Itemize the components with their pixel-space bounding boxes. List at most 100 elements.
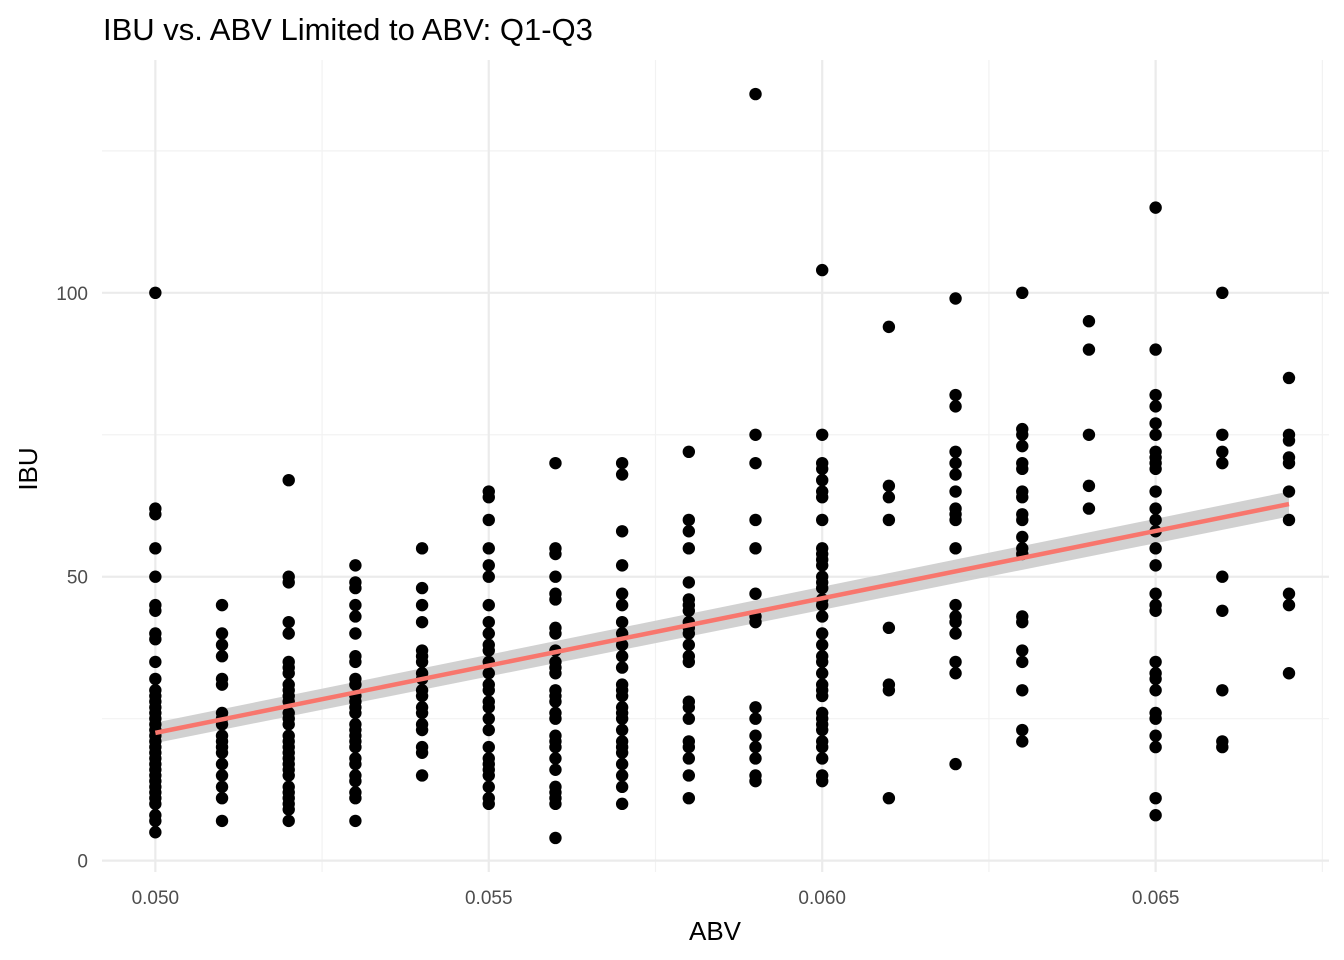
data-point-48 (215, 757, 229, 771)
data-point-140 (482, 684, 495, 697)
data-point-283 (882, 684, 896, 697)
data-point-57 (282, 627, 295, 640)
data-point-349 (1149, 672, 1162, 686)
data-point-365 (1216, 740, 1229, 754)
data-point-201 (615, 757, 629, 771)
data-point-114 (415, 655, 429, 669)
data-point-8 (149, 632, 162, 646)
data-point-260 (815, 627, 829, 640)
data-point-368 (1282, 434, 1296, 447)
data-point-109 (415, 581, 429, 595)
data-point-339 (1149, 502, 1162, 515)
data-point-158 (549, 593, 562, 606)
data-point-328 (1149, 201, 1162, 214)
data-point-310 (1016, 491, 1029, 504)
data-point-56 (282, 615, 295, 629)
data-point-67 (282, 718, 295, 731)
data-point-288 (949, 445, 962, 459)
data-point-120 (415, 706, 429, 720)
data-point-102 (349, 757, 362, 771)
data-point-306 (1016, 439, 1029, 453)
data-point-362 (1216, 604, 1229, 617)
data-point-321 (1016, 723, 1029, 737)
data-point-212 (682, 604, 696, 617)
data-point-189 (615, 650, 629, 663)
data-point-249 (815, 513, 829, 527)
data-point-36 (215, 627, 229, 640)
data-point-60 (282, 667, 295, 680)
x-tick-label-1: 0.055 (465, 888, 513, 909)
data-point-248 (815, 491, 829, 504)
data-point-350 (1149, 684, 1162, 697)
data-point-167 (549, 695, 562, 708)
data-point-308 (1016, 462, 1029, 476)
data-point-152 (482, 797, 495, 811)
data-point-326 (1082, 479, 1096, 493)
data-point-330 (1149, 388, 1162, 402)
data-point-324 (1082, 343, 1096, 356)
data-points (149, 87, 1296, 845)
data-point-302 (949, 757, 962, 771)
data-point-184 (615, 587, 629, 600)
data-point-160 (549, 627, 562, 640)
data-point-280 (882, 513, 896, 527)
data-point-277 (882, 320, 896, 334)
data-point-236 (749, 712, 762, 725)
data-point-305 (1016, 428, 1029, 441)
data-point-298 (949, 615, 962, 629)
data-point-312 (1016, 513, 1029, 527)
data-point-359 (1216, 445, 1229, 459)
data-point-122 (415, 723, 429, 737)
data-point-144 (482, 723, 495, 737)
data-point-234 (749, 615, 762, 629)
data-point-190 (615, 661, 629, 674)
data-point-38 (215, 650, 229, 663)
data-point-296 (949, 598, 962, 612)
data-point-34 (149, 826, 162, 839)
data-point-31 (149, 797, 162, 811)
data-point-104 (349, 774, 362, 788)
data-point-111 (415, 615, 429, 629)
data-point-107 (349, 814, 362, 828)
data-point-228 (749, 428, 762, 441)
data-point-253 (815, 559, 829, 572)
data-point-156 (549, 570, 562, 583)
data-point-224 (682, 752, 696, 765)
data-point-206 (682, 513, 696, 527)
data-point-338 (1149, 485, 1162, 498)
data-point-182 (615, 525, 629, 538)
data-point-3 (149, 542, 162, 555)
data-point-89 (349, 655, 362, 669)
data-point-375 (1282, 667, 1296, 680)
data-point-256 (815, 581, 829, 595)
data-point-150 (482, 780, 495, 794)
data-point-178 (549, 797, 562, 811)
data-point-169 (549, 712, 562, 725)
data-point-128 (482, 513, 495, 527)
data-point-50 (215, 780, 229, 794)
x-tick-label-0: 0.050 (132, 888, 180, 909)
data-point-164 (549, 667, 562, 680)
data-point-372 (1282, 513, 1296, 527)
data-point-371 (1282, 485, 1296, 498)
data-point-108 (415, 542, 429, 555)
data-point-323 (1082, 315, 1096, 328)
data-point-295 (949, 542, 962, 555)
data-point-353 (1149, 729, 1162, 742)
y-axis-title: IBU (13, 447, 43, 490)
data-point-356 (1149, 809, 1162, 822)
data-point-300 (949, 655, 962, 669)
data-point-340 (1149, 513, 1162, 527)
data-point-267 (815, 689, 829, 703)
data-point-208 (682, 542, 696, 555)
data-point-125 (415, 769, 429, 782)
data-point-352 (1149, 712, 1162, 725)
data-point-173 (549, 752, 562, 765)
data-point-289 (949, 456, 962, 470)
data-point-287 (949, 400, 962, 413)
data-point-299 (949, 627, 962, 640)
data-point-91 (349, 678, 362, 691)
data-point-145 (482, 740, 495, 754)
fit-line (154, 501, 1290, 736)
data-point-203 (615, 780, 629, 794)
